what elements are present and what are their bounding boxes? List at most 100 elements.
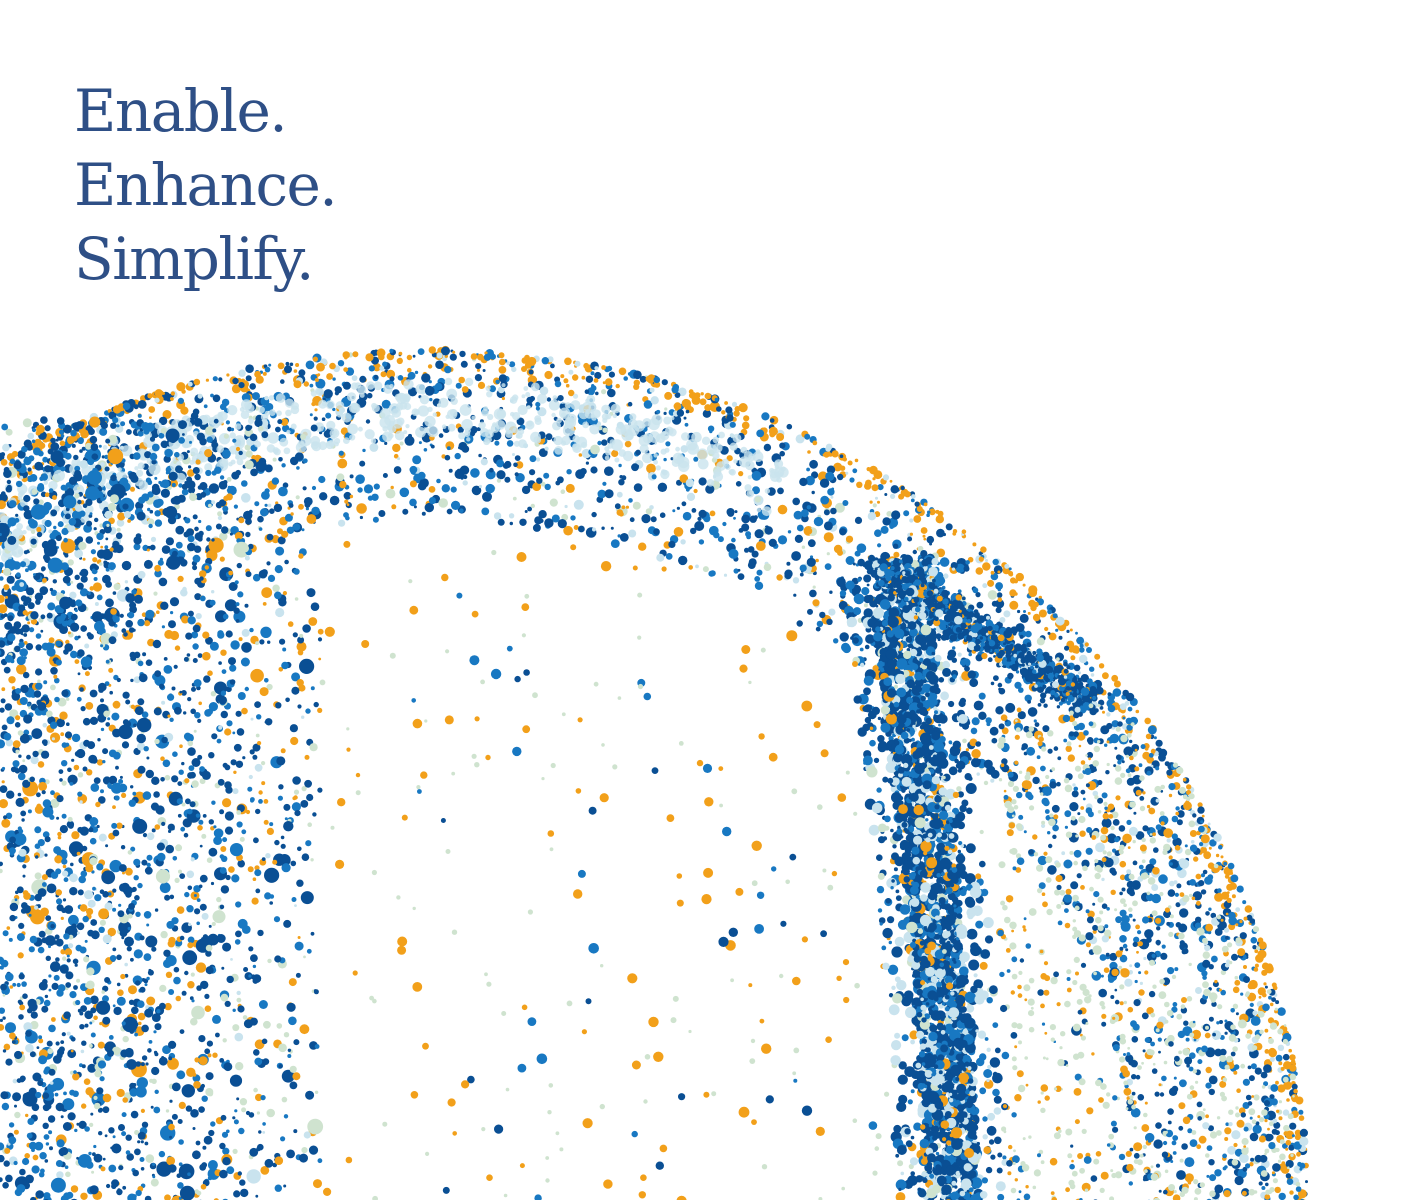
globe-dot bbox=[59, 778, 63, 782]
globe-dot bbox=[560, 489, 566, 495]
globe-dot bbox=[998, 723, 1005, 730]
globe-dot bbox=[228, 866, 235, 873]
globe-dot bbox=[589, 424, 600, 435]
globe-dot bbox=[38, 981, 48, 991]
globe-dot bbox=[769, 467, 775, 473]
globe-dot bbox=[1268, 995, 1272, 1000]
globe-dot bbox=[494, 440, 500, 446]
globe-dot bbox=[441, 346, 450, 356]
globe-dot bbox=[1113, 680, 1121, 688]
globe-dot bbox=[1131, 1036, 1139, 1043]
globe-dot bbox=[201, 1095, 208, 1102]
globe-dot bbox=[975, 567, 984, 575]
globe-dot bbox=[328, 439, 336, 447]
globe-dot bbox=[55, 957, 60, 962]
globe-dot bbox=[678, 741, 684, 746]
globe-dot bbox=[3, 815, 8, 820]
globe-dot bbox=[241, 829, 247, 835]
globe-dot bbox=[253, 1087, 258, 1093]
globe-dot bbox=[1158, 874, 1168, 884]
globe-dot bbox=[401, 814, 408, 821]
globe-dot bbox=[300, 800, 309, 808]
globe-dot bbox=[854, 550, 861, 557]
globe-dot bbox=[412, 982, 423, 992]
globe-dot bbox=[53, 469, 65, 482]
globe-dot bbox=[1242, 1078, 1250, 1086]
globe-dot bbox=[254, 440, 261, 448]
globe-dot bbox=[628, 529, 637, 538]
globe-dot bbox=[237, 591, 244, 598]
globe-dot bbox=[175, 943, 179, 947]
globe-dot bbox=[283, 447, 291, 455]
globe-dot bbox=[1231, 1130, 1241, 1140]
globe-dot bbox=[1169, 914, 1174, 919]
globe-dot bbox=[1097, 779, 1103, 786]
globe-dot bbox=[76, 978, 81, 983]
globe-dot bbox=[141, 1024, 149, 1033]
globe-dot bbox=[116, 996, 126, 1006]
globe-dot bbox=[141, 1121, 149, 1129]
globe-dot bbox=[643, 400, 653, 409]
globe-dot bbox=[792, 976, 801, 986]
globe-dot bbox=[461, 386, 469, 393]
globe-dot bbox=[688, 389, 694, 395]
globe-dot bbox=[595, 391, 599, 396]
globe-dot bbox=[665, 441, 671, 447]
globe-dot bbox=[801, 700, 813, 712]
globe-dot bbox=[751, 470, 762, 481]
globe-dot bbox=[90, 1112, 94, 1116]
globe-dot bbox=[656, 553, 665, 562]
globe-dot bbox=[240, 410, 250, 420]
globe-dot bbox=[1296, 1151, 1301, 1157]
globe-dot bbox=[826, 552, 830, 556]
globe-dot bbox=[1263, 1081, 1269, 1087]
globe-dot bbox=[399, 441, 404, 446]
globe-dot bbox=[688, 565, 693, 570]
globe-dot bbox=[1247, 1101, 1253, 1106]
globe-dot bbox=[402, 508, 409, 515]
globe-dot bbox=[1208, 907, 1212, 911]
globe-dot bbox=[1110, 995, 1115, 999]
globe-dot bbox=[198, 519, 202, 524]
globe-dot bbox=[148, 1040, 153, 1044]
globe-dot bbox=[287, 1054, 292, 1058]
globe-dot bbox=[223, 495, 229, 502]
globe-dot bbox=[168, 989, 175, 995]
globe-dot bbox=[211, 500, 216, 505]
globe-dot bbox=[1229, 871, 1234, 875]
globe-dot bbox=[738, 403, 748, 413]
globe-dot bbox=[0, 459, 8, 466]
globe-dot bbox=[1177, 868, 1187, 879]
globe-dot bbox=[563, 378, 569, 384]
globe-dot bbox=[730, 978, 734, 983]
globe-dot bbox=[367, 495, 373, 501]
globe-dot bbox=[278, 1043, 287, 1053]
globe-dot bbox=[214, 466, 222, 474]
globe-dot bbox=[99, 427, 108, 436]
globe-dot bbox=[112, 417, 119, 424]
globe-dot bbox=[690, 527, 697, 535]
globe-dot bbox=[1097, 797, 1104, 804]
globe-dot bbox=[602, 381, 606, 385]
globe-dot bbox=[52, 579, 57, 584]
globe-dot bbox=[172, 751, 178, 757]
globe-dot bbox=[1278, 1116, 1283, 1121]
globe-dot bbox=[1007, 672, 1014, 680]
globe-dot bbox=[741, 421, 750, 430]
globe-dot bbox=[593, 378, 599, 383]
globe-dot bbox=[632, 565, 638, 571]
globe-dot bbox=[1047, 609, 1052, 615]
globe-dot bbox=[338, 519, 346, 527]
globe-dot bbox=[21, 818, 25, 822]
globe-dot bbox=[1130, 1060, 1138, 1068]
globe-dot bbox=[44, 836, 51, 843]
globe-dot bbox=[978, 556, 984, 562]
globe-dot bbox=[58, 1046, 65, 1053]
globe-dot bbox=[980, 546, 987, 553]
globe-dot bbox=[612, 764, 618, 770]
globe-dot bbox=[875, 496, 878, 500]
globe-dot bbox=[75, 999, 81, 1006]
globe-dot bbox=[44, 465, 52, 473]
globe-dot bbox=[62, 864, 67, 869]
globe-dot bbox=[535, 406, 541, 411]
